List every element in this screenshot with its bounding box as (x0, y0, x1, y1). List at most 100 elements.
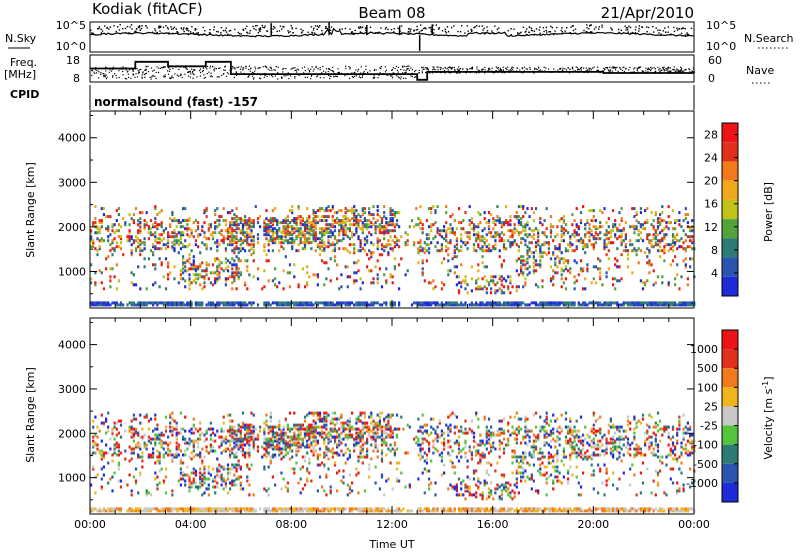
data-cell (231, 257, 234, 261)
nave-point (507, 66, 509, 68)
data-cell (214, 279, 217, 283)
data-cell (216, 429, 219, 433)
data-cell (92, 303, 95, 307)
data-cell (376, 213, 379, 217)
nave-point (400, 76, 402, 78)
nave-point (193, 69, 196, 71)
nave-point (323, 70, 325, 72)
nave-point (613, 66, 615, 68)
data-cell (203, 235, 206, 239)
nave-point (112, 75, 114, 77)
data-cell (297, 301, 300, 305)
data-cell (152, 225, 155, 229)
data-cell (633, 247, 636, 251)
data-cell (201, 483, 204, 487)
nave-point (98, 77, 100, 79)
data-cell (447, 301, 450, 305)
nave-point (481, 69, 483, 71)
nave-point (597, 69, 599, 71)
data-cell (216, 273, 219, 277)
data-cell (353, 271, 356, 275)
data-cell (269, 239, 272, 243)
data-cell (612, 241, 615, 245)
nave-point (106, 67, 108, 69)
data-cell (440, 229, 443, 233)
data-cell (509, 215, 512, 219)
nsearch-point (272, 28, 274, 30)
data-cell (156, 455, 159, 459)
nave-point (336, 76, 339, 78)
nave-point (496, 70, 498, 72)
nave-point (184, 73, 186, 75)
data-cell (659, 249, 662, 253)
data-cell (237, 239, 240, 243)
data-cell (164, 301, 168, 305)
data-cell (421, 271, 424, 275)
data-cell (537, 263, 540, 267)
nave-point (469, 71, 471, 74)
nave-point (271, 75, 273, 77)
data-cell (220, 429, 223, 433)
data-cell (620, 241, 623, 245)
data-cell (143, 443, 146, 447)
data-cell (513, 241, 516, 245)
data-cell (312, 273, 315, 277)
nsearch-point (124, 27, 127, 30)
data-cell (291, 229, 294, 233)
data-cell (391, 301, 394, 305)
nsearch-point (138, 25, 141, 27)
data-cell (141, 427, 144, 431)
data-cell (483, 237, 486, 241)
data-cell (139, 247, 142, 251)
nsearch-point (638, 30, 640, 32)
data-cell (537, 303, 540, 307)
data-cell (179, 303, 182, 307)
data-cell (481, 287, 484, 291)
data-cell (278, 281, 281, 285)
nave-point (285, 75, 287, 77)
data-cell (327, 267, 330, 271)
data-cell (149, 301, 153, 305)
nave-point (163, 76, 165, 78)
data-cell (216, 509, 219, 513)
data-cell (239, 243, 242, 247)
data-cell (288, 301, 292, 305)
data-cell (665, 301, 668, 305)
data-cell (235, 271, 238, 275)
data-cell (274, 301, 277, 305)
colorbar-segment (722, 199, 738, 220)
nave-point (532, 70, 534, 72)
data-cell (111, 253, 114, 257)
nsearch-point (313, 32, 316, 34)
data-cell (511, 301, 514, 305)
data-cell (220, 215, 223, 219)
data-cell (158, 481, 161, 485)
data-cell (197, 245, 200, 249)
data-cell (173, 265, 176, 269)
data-cell (612, 301, 615, 305)
data-cell (344, 211, 347, 215)
nave-point (360, 72, 362, 74)
nave-point (615, 69, 617, 71)
data-cell (92, 245, 95, 249)
data-cell (366, 227, 369, 231)
data-cell (156, 303, 159, 307)
data-cell (312, 229, 315, 233)
nsearch-point (446, 26, 449, 28)
nave-point (548, 68, 550, 70)
nave-point (296, 73, 298, 75)
data-cell (562, 219, 565, 223)
nave-point (641, 70, 643, 72)
data-cell (646, 301, 649, 305)
nave-point (636, 67, 639, 69)
data-cell (211, 303, 215, 307)
data-cell (98, 247, 101, 251)
nave-point (423, 68, 425, 70)
data-cell (624, 233, 627, 237)
nsearch-point (198, 33, 200, 36)
data-cell (577, 225, 580, 229)
data-cell (173, 219, 176, 223)
data-cell (162, 433, 165, 437)
nave-point (245, 67, 247, 69)
data-cell (96, 447, 99, 451)
